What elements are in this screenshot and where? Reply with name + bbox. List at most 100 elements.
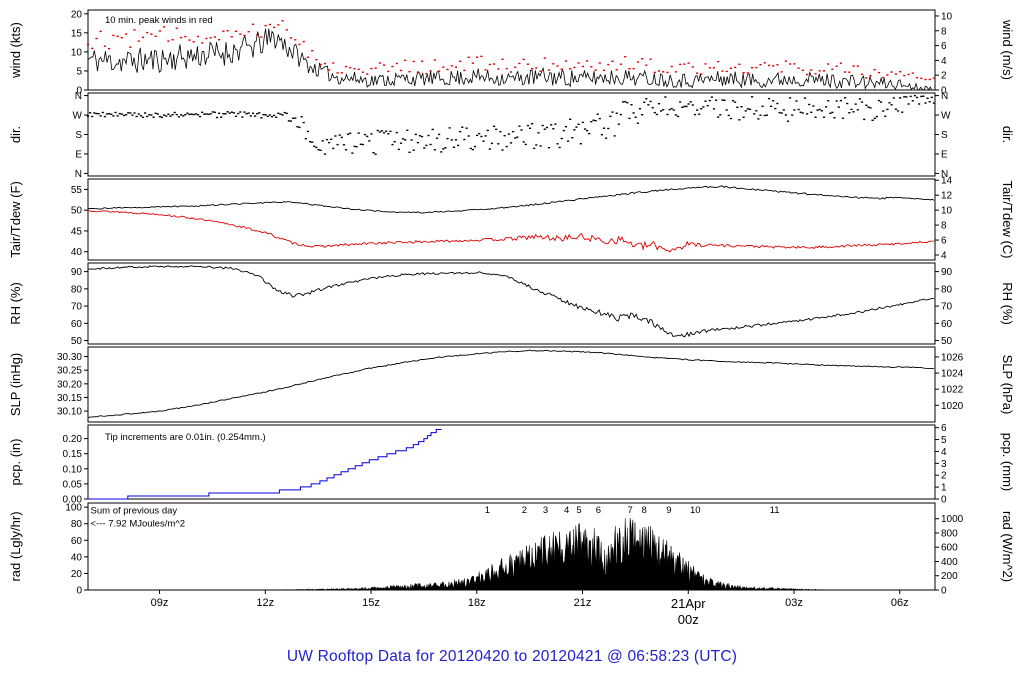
dir-left-tick-label: S [75,130,82,141]
slp-left-tick-label: 30.30 [57,352,82,363]
tair-right-tick-label: 8 [941,221,947,232]
slp-right-tick-label: 1022 [941,385,964,396]
wind-left-axis-label: wind (kts) [8,22,23,79]
panel-frame-wind [87,9,936,91]
dir-right-tick-label: N [941,169,948,180]
rad-right-tick-label: 600 [941,543,958,554]
panel-rh: 50 60 70 80 90 50 60 70 80 90 RH (%) RH (%) [8,262,1015,347]
wind-right-tick-label: 10 [941,11,953,22]
dir-left-tick-label: W [73,111,83,122]
rh-right-tick-label: 80 [941,284,953,295]
dir-right-tick-label: E [941,149,948,160]
pcp-left-axis-label: pcp. (in) [8,439,23,486]
wind-left-tick-label: 20 [71,9,83,20]
wind-right-axis-label: wind (m/s) [1000,19,1015,80]
mj-sum-marker-5: 5 [576,505,581,516]
x-tick-label-03z: 03z [785,597,803,609]
pcp-right-tick-label: 3 [941,459,947,470]
pcp-right-axis-label: pcp. (mm) [1000,433,1015,492]
rh-left-axis-label: RH (%) [8,282,23,325]
rad-left-tick-label: 100 [65,503,82,514]
rad-right-tick-label: 0 [941,586,947,597]
wind-left-tick-label: 0 [76,86,82,97]
pcp-right-tick-label: 5 [941,435,947,446]
mj-sum-marker-11: 11 [770,505,780,516]
pcp-right-tick-label: 6 [941,423,947,434]
pcp-left-tick-label: 0.20 [63,434,83,445]
panel-frame-slp [87,346,936,423]
slp-right-axis-label: SLP (hPa) [1000,355,1015,415]
tair-left-tick-label: 55 [71,185,83,196]
x-tick-label-15z: 15z [362,597,380,609]
pcp-left-tick-label: 0.00 [63,495,83,506]
mj-sum-marker-8: 8 [642,505,647,516]
rad-right-tick-label: 1000 [941,514,964,525]
pcp-annotation-0: Tip increments are 0.01in. (0.254mm.) [105,432,266,443]
slp-left-tick-label: 30.20 [57,379,82,390]
pcp-right-tick-label: 0 [941,495,947,506]
mj-sum-marker-3: 3 [543,505,548,516]
x-tick-label-00z: 00z [678,612,699,627]
rad-left-tick-label: 40 [71,552,83,563]
rh-left-tick-label: 70 [71,302,83,313]
panel-frame-dir [87,92,936,177]
panel-wind: 0 5 10 15 20 0 2 4 6 8 10 10 min. peak winds in red… [8,9,1015,96]
wind-right-tick-label: 8 [941,26,947,37]
tair-right-tick-label: 6 [941,236,947,247]
wind-left-tick-label: 10 [71,47,83,58]
x-tick-label-06z: 06z [891,597,909,609]
rh-right-tick-label: 50 [941,336,953,347]
wind-left-tick-label: 15 [71,28,83,39]
slp-right-tick-label: 1026 [941,352,964,363]
mj-sum-marker-6: 6 [596,505,601,516]
tair-left-tick-label: 50 [71,206,83,217]
rad-left-tick-label: 60 [71,536,83,547]
rad-right-tick-label: 800 [941,528,958,539]
dir-right-tick-label: S [941,130,948,141]
tair-right-tick-label: 10 [941,206,953,217]
rad-right-axis-label: rad (W/m^2) [1000,511,1015,582]
mj-sum-marker-4: 4 [564,505,569,516]
dir-left-tick-label: N [75,169,82,180]
series-tdew [87,210,934,253]
rh-right-tick-label: 60 [941,319,953,330]
pcp-left-tick-label: 0.05 [63,479,83,490]
dir-left-tick-label: E [75,149,82,160]
mj-sum-marker-7: 7 [627,505,632,516]
dir-right-tick-label: W [941,111,951,122]
panel-frame-pcp [87,424,936,500]
rh-left-tick-label: 60 [71,319,83,330]
wind-right-tick-label: 6 [941,41,947,52]
pcp-left-tick-label: 0.15 [63,449,83,460]
tair-left-tick-label: 40 [71,247,83,258]
pcp-right-tick-label: 1 [941,483,947,494]
mj-sum-marker-2: 2 [522,505,527,516]
rad-left-tick-label: 0 [76,586,82,597]
mj-sum-marker-1: 1 [485,505,490,516]
x-tick-label-12z: 12z [256,597,274,609]
pcp-right-tick-label: 4 [941,447,947,458]
pcp-right-tick-label: 2 [941,471,947,482]
rad-left-axis-label: rad (Lgly/hr) [8,511,23,581]
panel-tair: 40 45 50 55 4 6 8 10 12 14 Tair/Tdew (F) Tair/Tdew … [8,176,1015,262]
chart-title: UW Rooftop Data for 20120420 to 20120421… [286,648,738,665]
series-wind-speed [87,28,936,91]
dir-left-axis-label: dir. [8,126,23,143]
panel-slp: 30.10 30.15 30.20 30.25 30.30 1020 1022 1024 102… [8,346,1015,423]
rad-left-tick-label: 80 [71,519,83,530]
rh-left-tick-label: 90 [71,267,83,278]
wind-left-tick-label: 5 [76,66,82,77]
series-relative-humidity [88,265,934,338]
dir-right-axis-label: dir. [1000,126,1015,143]
slp-left-tick-label: 30.25 [57,366,82,377]
tair-right-tick-label: 12 [941,191,953,202]
rh-left-tick-label: 80 [71,284,83,295]
rad-right-tick-label: 400 [941,557,958,568]
series-tair [87,185,935,214]
slp-right-tick-label: 1024 [941,369,964,380]
